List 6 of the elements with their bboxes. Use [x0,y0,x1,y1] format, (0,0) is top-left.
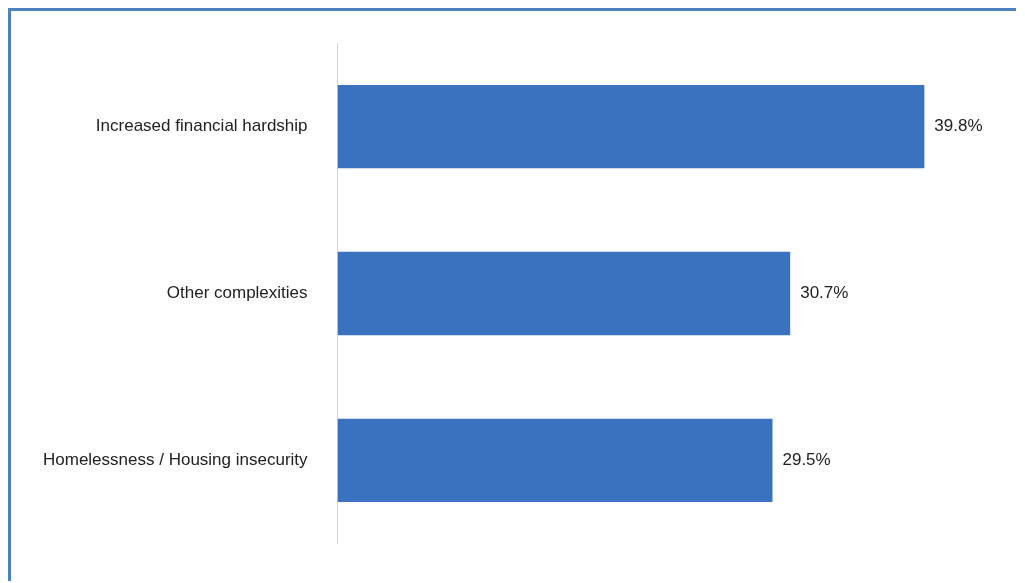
y-tick-label: Other complexities [166,283,308,303]
y-tick-label: Homelessness / Housing insecurity [42,450,309,470]
data-label: 30.7% [800,283,849,303]
data-label: 29.5% [782,450,831,470]
y-tick-label: Increased financial hardship [95,116,308,136]
data-label: 39.8% [934,116,983,136]
